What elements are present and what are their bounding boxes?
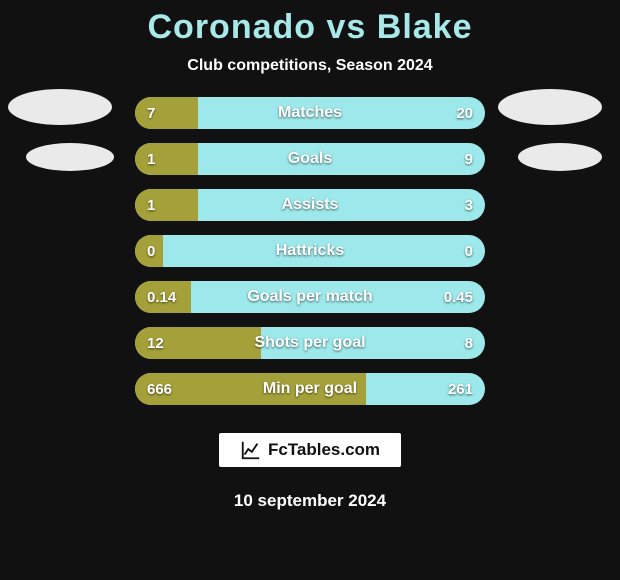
- stat-value-right: 20: [456, 97, 473, 129]
- stat-row: 0.140.45Goals per match: [135, 281, 485, 313]
- stat-value-right: 3: [465, 189, 473, 221]
- title-player2: Blake: [377, 8, 473, 46]
- stat-row: 00Hattricks: [135, 235, 485, 267]
- watermark-badge: FcTables.com: [217, 431, 403, 469]
- bars-container: 720Matches 19Goals 13Assists 00Hattricks 0.1…: [135, 97, 485, 405]
- stat-row: 13Assists: [135, 189, 485, 221]
- subtitle: Club competitions, Season 2024: [0, 57, 620, 75]
- stat-bar-left: [135, 143, 198, 175]
- stat-row: 666261Min per goal: [135, 373, 485, 405]
- page-title: Coronado vs Blake: [0, 0, 620, 47]
- stats-area: 720Matches 19Goals 13Assists 00Hattricks 0.1…: [0, 97, 620, 405]
- stat-value-right: 0.45: [444, 281, 473, 313]
- date-text: 10 september 2024: [0, 491, 620, 511]
- stat-value-right: 0: [465, 235, 473, 267]
- stat-row: 720Matches: [135, 97, 485, 129]
- stat-bar-left: [135, 189, 198, 221]
- title-vs: vs: [316, 8, 377, 46]
- player-disc-0: [8, 89, 112, 125]
- player-disc-1: [26, 143, 114, 171]
- stat-value-right: 9: [465, 143, 473, 175]
- stat-bar-left: [135, 373, 366, 405]
- player-disc-3: [518, 143, 602, 171]
- stat-row: 128Shots per goal: [135, 327, 485, 359]
- stat-bar-left: [135, 327, 261, 359]
- stat-bar-left: [135, 235, 163, 267]
- watermark-text: FcTables.com: [268, 440, 380, 460]
- stat-row: 19Goals: [135, 143, 485, 175]
- stat-label: Hattricks: [135, 235, 485, 267]
- stat-bar-left: [135, 281, 191, 313]
- stat-value-right: 261: [448, 373, 473, 405]
- stat-bar-left: [135, 97, 198, 129]
- stat-value-right: 8: [465, 327, 473, 359]
- player-disc-2: [498, 89, 602, 125]
- chart-icon: [240, 439, 262, 461]
- title-player1: Coronado: [148, 8, 317, 46]
